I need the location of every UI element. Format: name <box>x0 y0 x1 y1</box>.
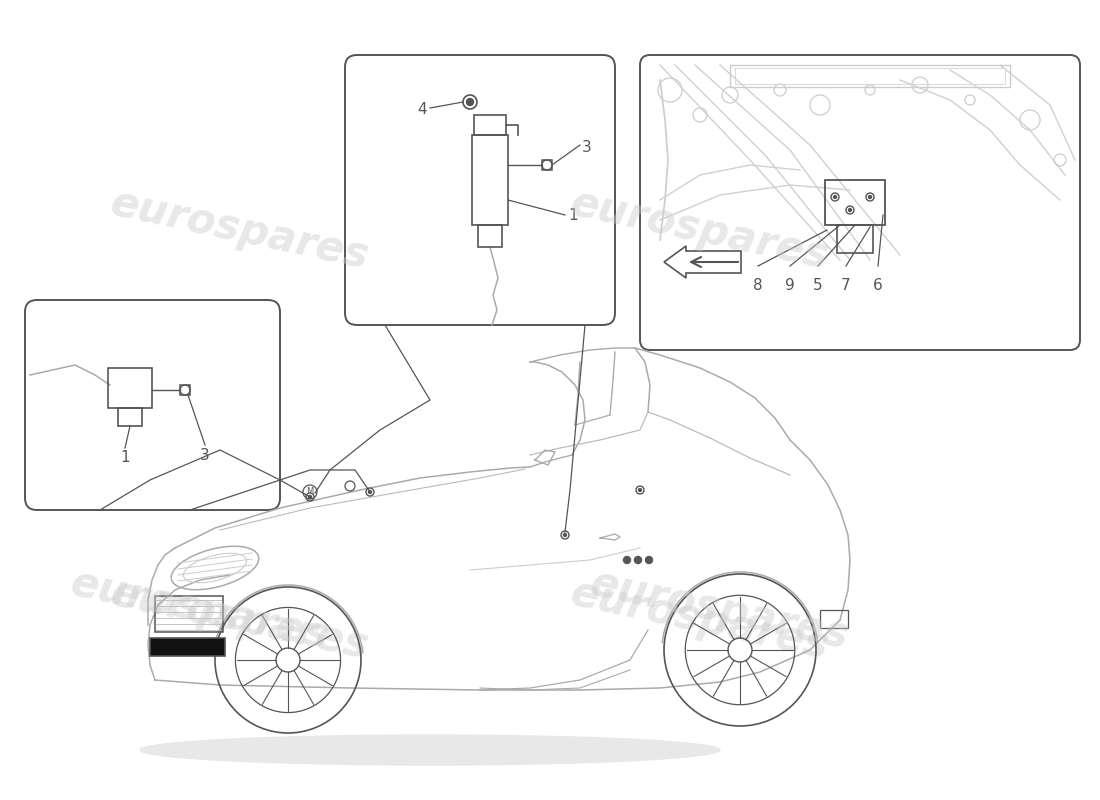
Text: 9: 9 <box>785 278 795 293</box>
Ellipse shape <box>140 735 720 765</box>
Text: eurospares: eurospares <box>107 572 373 668</box>
Text: 1: 1 <box>569 209 578 223</box>
Circle shape <box>368 490 372 494</box>
Text: 6: 6 <box>873 278 883 293</box>
Circle shape <box>869 195 871 198</box>
Text: M: M <box>307 487 314 497</box>
Bar <box>837 225 873 253</box>
Text: 1: 1 <box>120 450 130 466</box>
FancyBboxPatch shape <box>345 55 615 325</box>
Text: eurospares: eurospares <box>107 182 373 278</box>
Bar <box>118 408 142 426</box>
Bar <box>150 638 226 656</box>
Bar <box>542 160 552 170</box>
Circle shape <box>638 489 641 491</box>
Circle shape <box>624 557 630 563</box>
Text: 3: 3 <box>582 139 592 154</box>
Text: eurospares: eurospares <box>566 182 833 278</box>
Bar <box>180 385 190 395</box>
Text: 7: 7 <box>842 278 850 293</box>
FancyBboxPatch shape <box>640 55 1080 350</box>
Bar <box>474 115 506 135</box>
Text: 4: 4 <box>417 102 427 118</box>
Circle shape <box>308 495 311 498</box>
Bar <box>735 68 1005 84</box>
Text: 3: 3 <box>200 447 210 462</box>
FancyArrow shape <box>664 246 741 278</box>
Bar <box>820 610 848 628</box>
Bar <box>108 368 152 408</box>
Bar <box>825 180 886 225</box>
Circle shape <box>834 195 836 198</box>
Circle shape <box>848 209 851 211</box>
Circle shape <box>635 557 641 563</box>
FancyBboxPatch shape <box>25 300 280 510</box>
Circle shape <box>563 534 566 537</box>
Text: eurospares: eurospares <box>587 562 854 658</box>
Text: 5: 5 <box>813 278 823 293</box>
Bar <box>155 596 223 632</box>
Bar <box>478 225 502 247</box>
Bar <box>472 135 508 225</box>
Circle shape <box>466 98 473 106</box>
Text: eurospares: eurospares <box>67 562 333 658</box>
Text: 8: 8 <box>754 278 762 293</box>
Bar <box>730 65 1010 87</box>
Circle shape <box>646 557 652 563</box>
Text: eurospares: eurospares <box>566 572 833 668</box>
